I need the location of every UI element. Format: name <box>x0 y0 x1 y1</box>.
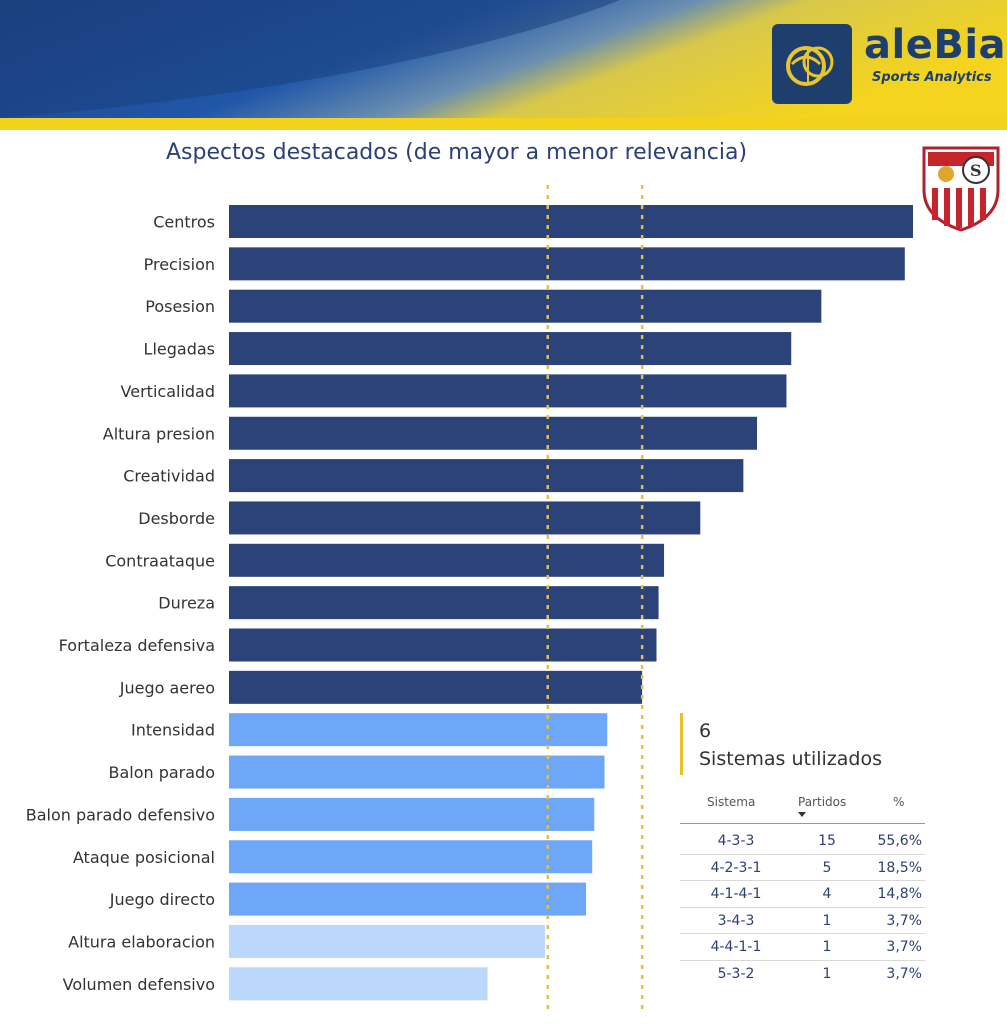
category-label: Balon parado <box>108 763 215 782</box>
category-label: Altura presion <box>103 424 215 443</box>
bar-creatividad[interactable] <box>229 459 744 493</box>
cell-pct: 3,7% <box>886 939 922 955</box>
bar-ataque-posicional[interactable] <box>229 840 593 874</box>
category-label: Verticalidad <box>121 382 215 401</box>
category-label: Precision <box>144 255 215 274</box>
bar-dureza[interactable] <box>229 586 659 620</box>
sevilla-crest-icon: S <box>918 140 1004 232</box>
cell-partidos: 4 <box>822 886 832 902</box>
brand-tagline: Sports Analytics <box>872 70 992 85</box>
cell-partidos: 5 <box>822 859 832 876</box>
category-label: Fortaleza defensiva <box>59 636 215 655</box>
bar-intensidad[interactable] <box>229 713 608 747</box>
table-row: 4-4-1-1 1 3,7% <box>680 934 925 961</box>
cell-pct: 3,7% <box>886 965 922 982</box>
cell-pct: 18,5% <box>877 859 922 876</box>
cell-partidos: 15 <box>818 833 836 849</box>
category-label: Creatividad <box>123 467 215 486</box>
bar-posesion[interactable] <box>229 289 822 323</box>
bar-altura-elaboracion[interactable] <box>229 924 546 958</box>
category-label: Llegadas <box>144 340 215 359</box>
column-header-pct[interactable]: % <box>893 795 905 809</box>
systems-panel <box>672 703 942 1003</box>
bar-balon-parado-defensivo[interactable] <box>229 797 595 831</box>
brand-logo-icon <box>772 24 852 104</box>
cell-partidos: 1 <box>822 965 832 982</box>
category-label: Juego directo <box>109 890 215 909</box>
table-header-divider <box>680 823 925 824</box>
cell-partidos: 1 <box>822 912 832 929</box>
cell-sistema: 5-3-2 <box>717 965 755 982</box>
kpi-accent-bar <box>680 713 683 775</box>
systems-table: 4-3-3 15 55,6% 4-2-3-1 5 18,5% 4-1-4-1 4… <box>680 828 925 987</box>
bar-altura-presion[interactable] <box>229 416 758 450</box>
cell-pct: 14,8% <box>877 886 922 902</box>
category-label: Posesion <box>145 297 215 316</box>
cell-sistema: 4-1-4-1 <box>710 886 762 902</box>
table-row: 5-3-2 1 3,7% <box>680 961 925 988</box>
bar-centros[interactable] <box>229 205 913 238</box>
bar-contraataque[interactable] <box>229 543 665 577</box>
cell-sistema: 4-3-3 <box>717 833 755 849</box>
svg-text:S: S <box>970 161 982 180</box>
bar-desborde[interactable] <box>229 501 701 535</box>
category-label: Altura elaboracion <box>68 932 215 951</box>
category-label: Juego aereo <box>119 678 215 697</box>
cell-pct: 3,7% <box>886 912 922 929</box>
table-row: 4-3-3 15 55,6% <box>680 828 925 855</box>
column-header-sistema[interactable]: Sistema <box>707 795 756 809</box>
cell-partidos: 1 <box>822 939 832 955</box>
sort-desc-icon[interactable] <box>798 812 806 817</box>
chart-title: Aspectos destacados (de mayor a menor re… <box>166 140 748 165</box>
column-header-partidos[interactable]: Partidos <box>798 795 847 809</box>
category-label: Ataque posicional <box>73 848 215 867</box>
category-label: Centros <box>153 213 215 232</box>
bar-fortaleza-defensiva[interactable] <box>229 628 657 662</box>
category-label: Dureza <box>158 594 215 613</box>
bar-precision[interactable] <box>229 247 905 281</box>
bar-balon-parado[interactable] <box>229 755 605 789</box>
category-label: Volumen defensivo <box>63 975 215 994</box>
bar-juego-directo[interactable] <box>229 882 587 916</box>
bar-verticalidad[interactable] <box>229 374 787 408</box>
brand-name: aleBia <box>864 22 1007 68</box>
category-label: Balon parado defensivo <box>26 805 215 824</box>
cell-sistema: 3-4-3 <box>717 912 755 929</box>
systems-label: Sistemas utilizados <box>699 748 882 770</box>
bar-llegadas[interactable] <box>229 332 792 366</box>
bar-volumen-defensivo[interactable] <box>229 967 488 1001</box>
category-label: Contraataque <box>105 551 215 570</box>
bar-juego-aereo[interactable] <box>229 670 643 704</box>
cell-sistema: 4-4-1-1 <box>710 939 762 955</box>
table-row: 4-1-4-1 4 14,8% <box>680 881 925 908</box>
cell-pct: 55,6% <box>877 833 922 849</box>
category-label: Intensidad <box>131 721 215 740</box>
category-label: Desborde <box>138 509 215 528</box>
cell-sistema: 4-2-3-1 <box>710 859 762 876</box>
table-row: 4-2-3-1 5 18,5% <box>680 855 925 881</box>
systems-count: 6 <box>699 720 712 742</box>
table-row: 3-4-3 1 3,7% <box>680 908 925 934</box>
